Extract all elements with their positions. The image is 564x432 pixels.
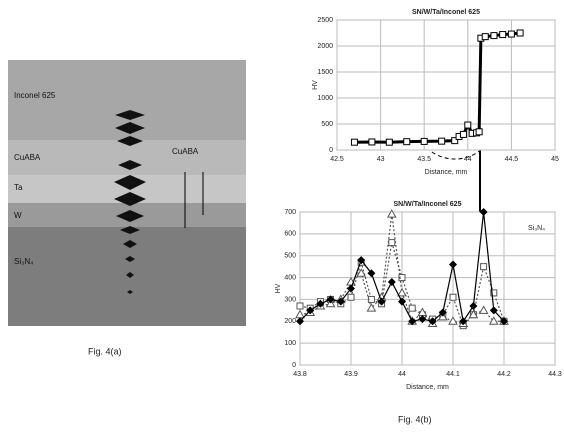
plot-area	[336, 19, 556, 151]
y-tick-label: 100	[284, 340, 296, 347]
marker	[478, 305, 489, 314]
y-axis-label: HV	[275, 283, 282, 293]
x-tick-label: 44.2	[497, 371, 511, 378]
marker	[481, 33, 489, 41]
marker	[459, 130, 467, 138]
marker	[469, 301, 478, 310]
chart-title: SN/W/Ta/Inconel 625	[394, 201, 462, 208]
marker	[397, 287, 407, 297]
marker	[326, 295, 335, 304]
marker	[449, 260, 457, 269]
x-tick-label: 44.3	[548, 371, 562, 378]
x-tick-label: 44.1	[446, 371, 460, 378]
marker	[306, 306, 315, 315]
marker	[428, 317, 437, 326]
y-tick-label: 2000	[317, 43, 333, 50]
marker	[438, 308, 447, 317]
marker	[356, 268, 367, 277]
marker	[368, 138, 376, 146]
y-tick-label: 0	[329, 147, 333, 154]
marker	[398, 274, 406, 282]
y-tick-label: 500	[321, 121, 333, 128]
marker	[488, 316, 499, 325]
marker	[403, 138, 411, 146]
annotation: Si₃N₄	[528, 225, 545, 232]
marker	[468, 309, 479, 319]
marker	[398, 297, 406, 306]
marker	[408, 304, 416, 312]
y-tick-label: 1000	[317, 95, 333, 102]
marker	[500, 317, 508, 326]
x-tick-label: 45	[551, 156, 559, 163]
y-tick-label: 2500	[317, 17, 333, 24]
y-tick-label: 0	[292, 362, 296, 369]
marker	[367, 269, 376, 278]
x-tick-label: 44	[398, 371, 406, 378]
marker	[388, 239, 396, 247]
marker	[385, 138, 393, 146]
marker	[366, 303, 377, 312]
x-tick-label: 43.9	[344, 371, 358, 378]
y-tick-label: 700	[284, 209, 296, 216]
x-axis-label: Distance, mm	[425, 169, 468, 176]
x-tick-label: 44.5	[505, 156, 519, 163]
y-tick-label: 600	[284, 231, 296, 238]
marker	[480, 263, 488, 271]
label: W	[14, 211, 22, 220]
label: CuABA	[14, 153, 41, 162]
label: Inconel 625	[14, 91, 56, 100]
marker	[451, 137, 459, 145]
marker	[479, 208, 488, 216]
marker	[296, 302, 304, 310]
label: Si₃N₄	[14, 257, 33, 266]
marker	[438, 137, 446, 145]
marker	[448, 316, 458, 325]
x-tick-label: 42.5	[330, 156, 344, 163]
y-tick-label: 200	[284, 318, 296, 325]
marker	[357, 256, 366, 265]
y-tick-label: 300	[284, 296, 296, 303]
x-axis-label: Distance, mm	[406, 384, 449, 391]
marker	[408, 317, 417, 326]
marker	[420, 137, 428, 145]
marker	[464, 121, 472, 129]
x-tick-label: 43.8	[293, 371, 307, 378]
marker	[386, 209, 397, 218]
marker	[490, 289, 498, 297]
marker	[347, 293, 355, 301]
marker	[350, 138, 358, 146]
caption: Fig. 4(a)	[88, 346, 122, 356]
caption: Fig. 4(b)	[398, 414, 432, 424]
y-tick-label: 500	[284, 253, 296, 260]
marker	[459, 317, 468, 326]
y-tick-label: 400	[284, 274, 296, 281]
marker	[296, 317, 304, 326]
y-tick-label: 1500	[317, 69, 333, 76]
x-tick-label: 44	[464, 156, 472, 163]
marker	[449, 293, 457, 301]
x-tick-label: 43	[377, 156, 385, 163]
marker	[507, 30, 515, 38]
micrograph: Inconel 625 CuABA CuABA Ta W Si₃N₄	[8, 60, 246, 326]
marker	[377, 297, 386, 306]
marker	[418, 315, 427, 324]
marker	[499, 31, 507, 39]
marker	[387, 277, 396, 286]
marker	[489, 306, 498, 315]
marker	[316, 299, 325, 308]
marker	[336, 297, 345, 306]
label: Ta	[14, 183, 23, 192]
y-axis-label: HV	[312, 80, 319, 90]
x-tick-label: 43.5	[417, 156, 431, 163]
marker	[516, 29, 524, 37]
marker	[490, 32, 498, 40]
chart-title: SN/W/Ta/Inconel 625	[412, 9, 480, 16]
label: CuABA	[172, 147, 199, 156]
plot-area	[299, 211, 556, 366]
marker	[347, 284, 355, 293]
marker	[475, 128, 483, 136]
